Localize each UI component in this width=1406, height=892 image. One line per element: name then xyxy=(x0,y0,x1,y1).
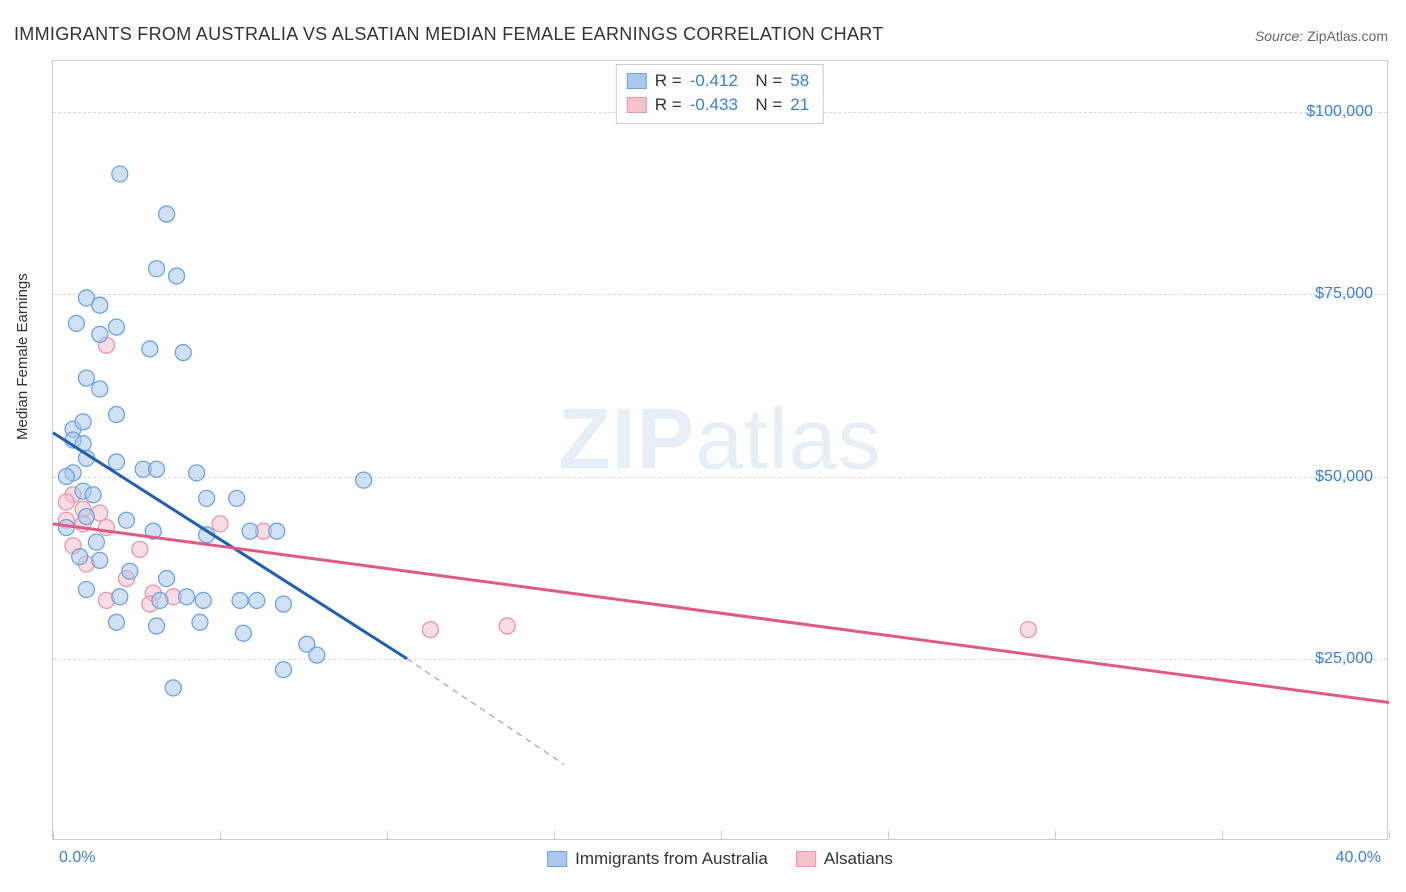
data-point xyxy=(195,592,211,608)
data-point xyxy=(78,509,94,525)
data-point xyxy=(72,549,88,565)
data-point xyxy=(112,589,128,605)
data-point xyxy=(152,592,168,608)
chart-container: IMMIGRANTS FROM AUSTRALIA VS ALSATIAN ME… xyxy=(0,0,1406,892)
legend-label: Immigrants from Australia xyxy=(575,849,768,869)
data-point xyxy=(92,381,108,397)
data-point xyxy=(88,534,104,550)
data-point xyxy=(275,596,291,612)
data-point xyxy=(309,647,325,663)
stat-r-value: -0.433 xyxy=(690,93,738,117)
stat-n-label: N = xyxy=(746,93,782,117)
data-point xyxy=(159,206,175,222)
data-point xyxy=(192,614,208,630)
stat-r-value: -0.412 xyxy=(690,69,738,93)
stat-row: R = -0.412 N = 58 xyxy=(627,69,809,93)
data-point xyxy=(242,523,258,539)
data-point xyxy=(78,582,94,598)
data-point xyxy=(92,326,108,342)
swatch-icon xyxy=(796,851,816,867)
stat-n-value: 58 xyxy=(790,69,809,93)
data-point xyxy=(1020,622,1036,638)
stat-r-label: R = xyxy=(655,93,682,117)
legend-item: Immigrants from Australia xyxy=(547,849,768,869)
data-point xyxy=(159,571,175,587)
data-point xyxy=(175,345,191,361)
legend-label: Alsatians xyxy=(824,849,893,869)
data-point xyxy=(229,490,245,506)
data-point xyxy=(122,563,138,579)
y-axis-label: Median Female Earnings xyxy=(14,273,31,440)
data-point xyxy=(212,516,228,532)
data-point xyxy=(149,461,165,477)
stat-row: R = -0.433 N = 21 xyxy=(627,93,809,117)
data-point xyxy=(189,465,205,481)
data-point xyxy=(58,494,74,510)
data-point xyxy=(499,618,515,634)
data-point xyxy=(199,490,215,506)
plot-area: ZIPatlas $25,000$50,000$75,000$100,000 R… xyxy=(52,60,1388,840)
correlation-stats-box: R = -0.412 N = 58 R = -0.433 N = 21 xyxy=(616,64,824,124)
data-point xyxy=(108,614,124,630)
data-point xyxy=(356,472,372,488)
source-label: Source: xyxy=(1255,28,1307,44)
data-point xyxy=(249,592,265,608)
stat-n-label: N = xyxy=(746,69,782,93)
data-point xyxy=(422,622,438,638)
data-point xyxy=(142,341,158,357)
data-point xyxy=(235,625,251,641)
legend-item: Alsatians xyxy=(796,849,893,869)
data-point xyxy=(92,297,108,313)
data-point xyxy=(68,315,84,331)
data-point xyxy=(269,523,285,539)
source-value: ZipAtlas.com xyxy=(1307,28,1388,44)
scatter-svg xyxy=(53,61,1387,839)
chart-title: IMMIGRANTS FROM AUSTRALIA VS ALSATIAN ME… xyxy=(14,24,884,45)
trend-line xyxy=(407,659,564,765)
series-legend: Immigrants from Australia Alsatians xyxy=(547,849,893,869)
data-point xyxy=(112,166,128,182)
x-axis-end-label: 40.0% xyxy=(1336,849,1381,867)
source-attribution: Source: ZipAtlas.com xyxy=(1255,28,1388,44)
data-point xyxy=(149,618,165,634)
data-point xyxy=(165,680,181,696)
swatch-icon xyxy=(627,97,647,113)
stat-n-value: 21 xyxy=(790,93,809,117)
data-point xyxy=(179,589,195,605)
data-point xyxy=(232,592,248,608)
data-point xyxy=(149,261,165,277)
data-point xyxy=(92,552,108,568)
data-point xyxy=(58,469,74,485)
data-point xyxy=(118,512,134,528)
data-point xyxy=(108,407,124,423)
data-point xyxy=(108,319,124,335)
swatch-icon xyxy=(627,73,647,89)
data-point xyxy=(75,414,91,430)
x-axis-start-label: 0.0% xyxy=(59,849,95,867)
data-point xyxy=(169,268,185,284)
trend-line xyxy=(53,524,1389,703)
data-point xyxy=(275,662,291,678)
swatch-icon xyxy=(547,851,567,867)
data-point xyxy=(85,487,101,503)
data-point xyxy=(132,541,148,557)
data-point xyxy=(108,454,124,470)
trend-line xyxy=(53,433,407,659)
stat-r-label: R = xyxy=(655,69,682,93)
data-point xyxy=(78,370,94,386)
